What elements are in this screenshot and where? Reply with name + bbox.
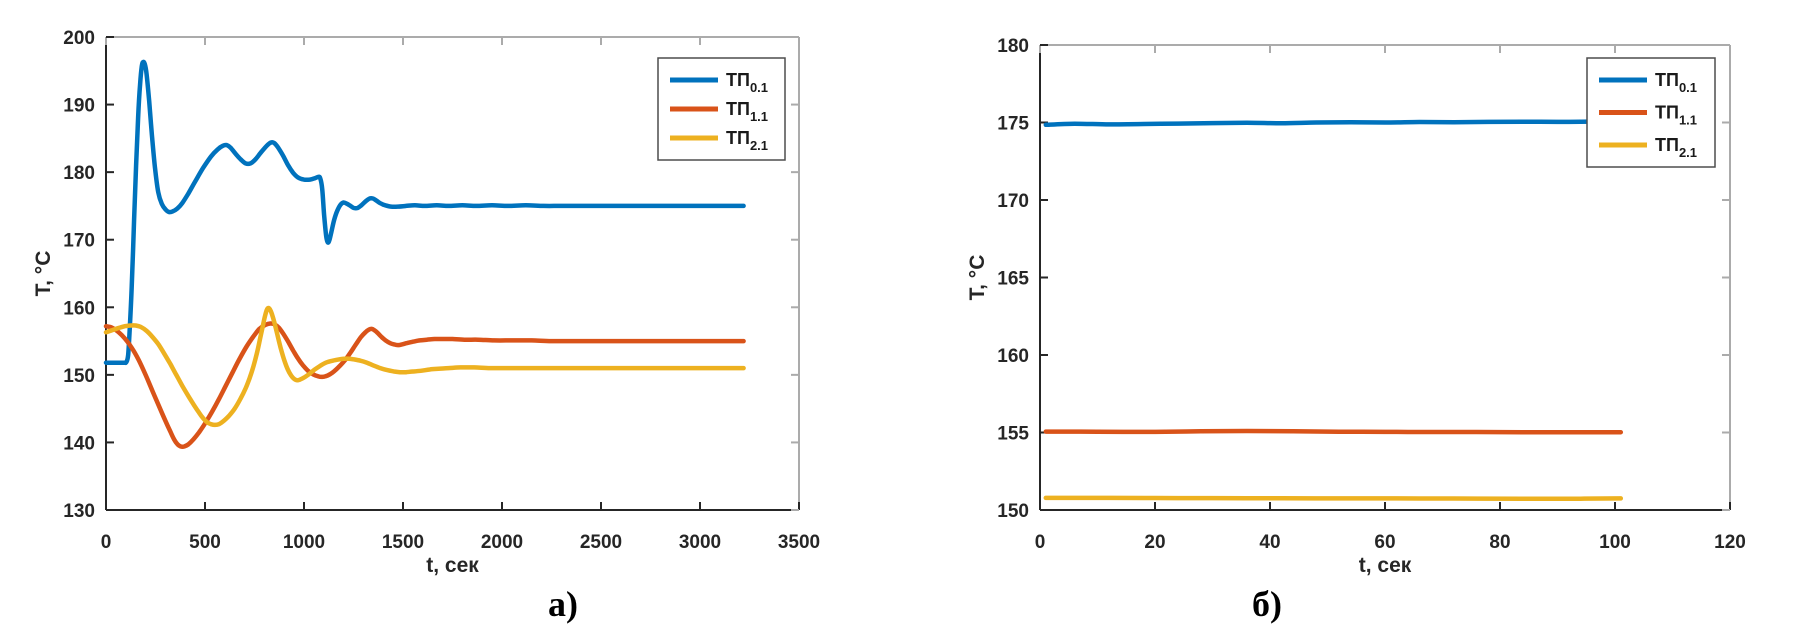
- series-line-1: [1043, 428, 1624, 435]
- x-tick-label: 0: [101, 532, 112, 553]
- x-tick-label: 3000: [679, 532, 721, 553]
- y-tick-label: 190: [63, 96, 95, 117]
- y-tick-label: 150: [63, 366, 95, 387]
- x-tick-label: 80: [1489, 532, 1510, 553]
- legend-entry-label-1: ТП1.1: [726, 99, 768, 124]
- legend-entry-label-0: ТП0.1: [726, 70, 768, 95]
- x-axis-label: t, сек: [426, 554, 479, 577]
- chart-a: 0 500 1000 1500 2000 2500 3000 3500 130 140 150 160…: [32, 28, 820, 577]
- x-tick-label: 120: [1714, 532, 1746, 553]
- y-tick-label: 180: [997, 36, 1029, 57]
- legend-entry-label-0: ТП0.1: [1655, 70, 1697, 95]
- x-tick-label: 2000: [481, 532, 523, 553]
- legend-entry-label-2: ТП2.1: [726, 128, 768, 153]
- caption-b: б): [1252, 584, 1282, 624]
- x-tick-label: 1500: [382, 532, 424, 553]
- series-line-0: [103, 59, 746, 366]
- caption-a: а): [548, 584, 578, 624]
- y-axis-label: T, °C: [32, 251, 55, 297]
- legend-entry-label-2: ТП2.1: [1655, 135, 1697, 160]
- legend-box: ТП0.1 ТП1.1 ТП2.1: [1586, 57, 1716, 168]
- series-line-2: [1043, 495, 1624, 502]
- y-tick-label: 180: [63, 163, 95, 184]
- y-tick-label: 170: [997, 191, 1029, 212]
- x-tick-label: 40: [1259, 532, 1280, 553]
- legend-entry-label-1: ТП1.1: [1655, 103, 1697, 128]
- y-tick-label: 170: [63, 231, 95, 252]
- x-tick-label: 1000: [283, 532, 325, 553]
- x-tick-label: 2500: [580, 532, 622, 553]
- y-axis-label: T, °C: [966, 255, 989, 301]
- x-tick-label: 500: [189, 532, 221, 553]
- y-tick-label: 200: [63, 28, 95, 49]
- y-tick-label: 160: [63, 298, 95, 319]
- x-tick-label: 20: [1144, 532, 1165, 553]
- x-tick-label: 0: [1035, 532, 1046, 553]
- y-tick-label: 160: [997, 346, 1029, 367]
- y-tick-label: 150: [997, 501, 1029, 522]
- series-line-2: [103, 305, 746, 428]
- y-tick-label: 165: [997, 269, 1029, 290]
- y-tick-label: 130: [63, 501, 95, 522]
- x-axis-label: t, сек: [1359, 554, 1412, 577]
- legend-box: ТП0.1 ТП1.1 ТП2.1: [657, 57, 786, 161]
- y-tick-label: 140: [63, 433, 95, 454]
- y-tick-label: 175: [997, 114, 1029, 135]
- y-tick-label: 155: [997, 424, 1029, 445]
- x-tick-label: 3500: [778, 532, 820, 553]
- chart-b: 0 20 40 60 80 100 120 150 155 160 165 170 175 180 t, с…: [966, 36, 1746, 577]
- x-tick-label: 60: [1374, 532, 1395, 553]
- x-tick-label: 100: [1599, 532, 1631, 553]
- series-line-0: [1043, 119, 1624, 128]
- series-line-1: [103, 321, 746, 449]
